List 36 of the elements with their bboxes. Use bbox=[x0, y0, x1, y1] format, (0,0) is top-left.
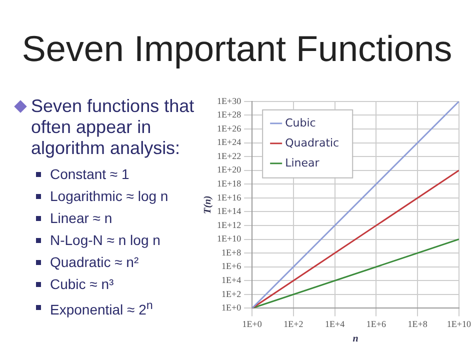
legend-label: Quadratic bbox=[285, 136, 340, 150]
text: Quadratic ≈ n² bbox=[50, 253, 139, 272]
y-tick-label: 1E+14 bbox=[216, 206, 242, 216]
y-tick-label: 1E+20 bbox=[216, 164, 242, 175]
text: Exponential ≈ 2$^{n}$ bbox=[50, 298, 153, 320]
y-tick-label: 1E+28 bbox=[216, 110, 242, 120]
text: N-Log-N ≈ n log n bbox=[50, 231, 160, 250]
text: Seven functions that often appear in algorithm analysis: bbox=[31, 96, 196, 159]
y-tick-label: 1E+6 bbox=[221, 261, 242, 272]
y-tick-label: 1E+30 bbox=[216, 96, 242, 106]
y-tick-label: 1E+16 bbox=[216, 192, 242, 202]
text: Logarithmic ≈ log n bbox=[50, 187, 168, 206]
y-tick-label: 1E+8 bbox=[221, 247, 242, 258]
y-tick-label: 1E+10 bbox=[216, 234, 242, 244]
y-tick-label: 1E+12 bbox=[216, 220, 242, 230]
y-tick-label: 1E+2 bbox=[221, 288, 242, 299]
legend-label: Cubic bbox=[285, 116, 316, 130]
text: Constant ≈ 1 bbox=[50, 165, 130, 184]
chart-title: Seven Important Functions bbox=[20, 28, 454, 70]
legend-label: Linear bbox=[285, 156, 320, 170]
y-tick-label: 1E+4 bbox=[221, 274, 242, 285]
x-tick-label: 1E+2 bbox=[284, 318, 304, 329]
y-tick-label: 1E+0 bbox=[221, 302, 242, 313]
text: Linear ≈ n bbox=[50, 209, 112, 228]
y-tick-label: 1E+24 bbox=[216, 137, 242, 148]
y-axis-title: T(n) bbox=[202, 196, 214, 214]
y-tick-label: 1E+26 bbox=[216, 123, 242, 134]
x-tick-label: 1E+4 bbox=[325, 318, 346, 329]
text: Cubic ≈ n³ bbox=[50, 275, 114, 294]
y-tick-label: 1E+18 bbox=[216, 178, 242, 188]
x-tick-label: 1E+6 bbox=[366, 318, 386, 329]
y-tick-label: 1E+22 bbox=[216, 150, 242, 161]
x-tick-label: 1E+10 bbox=[446, 318, 472, 329]
x-axis-title: n bbox=[352, 334, 359, 345]
x-tick-label: 1E+8 bbox=[408, 318, 428, 329]
x-tick-label: 1E+0 bbox=[242, 318, 262, 329]
